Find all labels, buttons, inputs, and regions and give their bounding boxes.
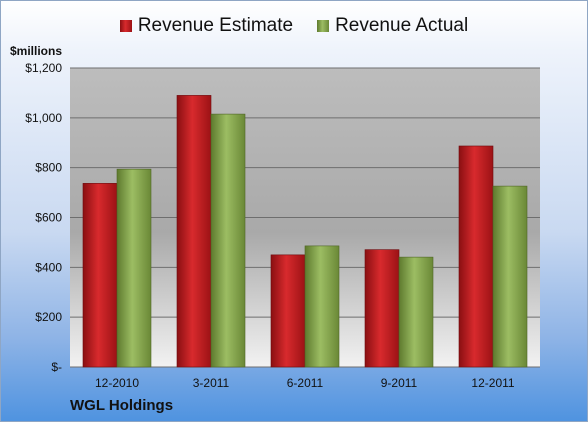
legend-label-actual: Revenue Actual — [335, 15, 469, 36]
bar-estimate-6-2011 — [270, 254, 306, 368]
x-tick-label: 12-2011 — [471, 376, 514, 390]
y-tick-label: $1,200 — [25, 61, 62, 75]
y-tick-label: $- — [51, 360, 62, 374]
bar-estimate-9-2011 — [364, 249, 400, 368]
chart-legend: Revenue Estimate Revenue Actual — [0, 15, 588, 37]
bar-estimate-12-2010 — [82, 183, 118, 368]
bar-estimate-12-2011 — [458, 145, 494, 368]
legend-item-estimate: Revenue Estimate — [119, 15, 294, 37]
bar-actual-12-2010 — [116, 168, 152, 368]
x-tick-label: 9-2011 — [381, 376, 418, 390]
x-tick-label: 3-2011 — [193, 376, 230, 390]
x-axis-ticks: 12-2010 3-2011 6-2011 9-2011 12-2011 — [95, 376, 515, 390]
legend-swatch-estimate — [119, 20, 132, 32]
bar-actual-6-2011 — [304, 245, 340, 368]
bar-actual-9-2011 — [398, 256, 434, 368]
y-tick-label: $600 — [35, 211, 62, 225]
bar-estimate-3-2011 — [176, 95, 212, 368]
y-tick-label: $800 — [35, 161, 62, 175]
y-axis-ticks: $- $200 $400 $600 $800 $1,000 $1,200 — [25, 61, 62, 374]
y-tick-label: $400 — [35, 260, 62, 274]
bar-actual-12-2011 — [492, 185, 528, 368]
legend-label-estimate: Revenue Estimate — [137, 15, 294, 36]
company-name: WGL Holdings — [70, 397, 174, 414]
x-tick-label: 12-2010 — [95, 376, 139, 390]
y-axis-units-label: $millions — [10, 44, 63, 58]
y-tick-label: $200 — [35, 310, 62, 324]
legend-swatch-actual — [317, 20, 330, 32]
x-tick-label: 6-2011 — [287, 376, 324, 390]
y-tick-label: $1,000 — [25, 111, 62, 125]
bars — [82, 95, 528, 368]
legend-item-actual: Revenue Actual — [317, 15, 468, 37]
bar-actual-3-2011 — [210, 113, 246, 368]
